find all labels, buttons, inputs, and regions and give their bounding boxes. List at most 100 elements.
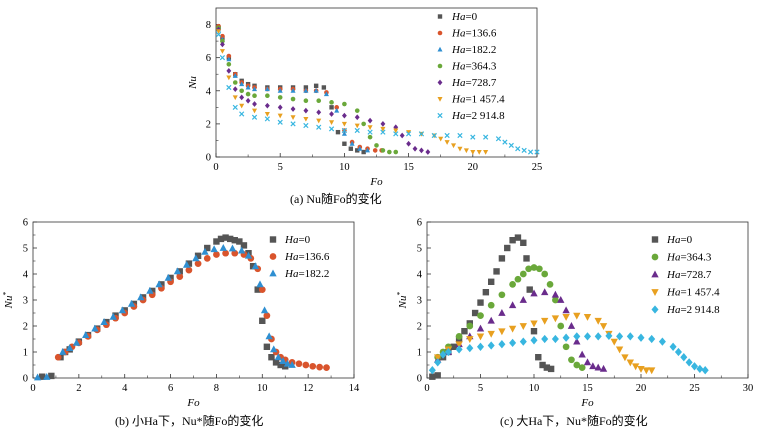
legend-label: Ha=1 457.4 [451, 94, 505, 106]
data-point [487, 341, 495, 350]
legend-label: Ha=728.7 [451, 77, 497, 89]
data-point [573, 337, 581, 345]
data-point [439, 350, 447, 359]
data-point [303, 88, 309, 93]
y-tick-label: 1 [23, 348, 28, 359]
data-point [335, 129, 341, 135]
data-point [568, 356, 575, 364]
x-tick-label: 5 [278, 162, 283, 173]
x-tick-label: 15 [582, 383, 593, 394]
series-Ha=728.7 [216, 26, 431, 155]
data-point [72, 338, 81, 346]
legend-marker [651, 305, 659, 314]
data-point [525, 265, 533, 273]
data-point [263, 312, 271, 319]
data-point [626, 359, 634, 367]
data-point [380, 121, 386, 127]
legend-label: Ha=364.3 [666, 252, 712, 264]
data-point [302, 361, 310, 369]
data-point [303, 107, 309, 114]
legend-marker [269, 236, 277, 243]
data-point [59, 348, 67, 355]
series-Ha=136.6 [216, 23, 384, 153]
data-point [438, 136, 444, 142]
series-Ha=2 914.8 [215, 31, 540, 155]
chart-c: 0 5 10 15 20 25 30 0 1 2 3 4 5 6 Fo Nu* Ha=0 Ha=364.3 Ha=7… [395, 218, 754, 410]
x-tick-label: 8 [214, 383, 219, 394]
data-point [349, 141, 355, 146]
data-point [690, 362, 699, 371]
data-point [226, 84, 232, 91]
data-point [367, 117, 373, 124]
data-point [541, 270, 549, 278]
data-point [158, 281, 165, 288]
data-point [264, 111, 270, 117]
data-point [463, 148, 469, 154]
data-point [194, 260, 202, 267]
data-point [290, 115, 296, 121]
data-point [354, 108, 360, 113]
data-point [341, 131, 347, 136]
x-tick-label: 0 [213, 162, 218, 173]
data-point [541, 334, 549, 344]
data-point [483, 134, 489, 140]
data-point [578, 350, 586, 358]
data-point [303, 85, 309, 90]
data-point [476, 333, 485, 341]
data-point [164, 273, 172, 281]
data-point [232, 95, 238, 101]
data-point [616, 332, 624, 341]
data-point [185, 266, 193, 274]
data-point [487, 316, 495, 324]
y-tick-label: 2 [417, 322, 422, 333]
data-point [252, 101, 257, 107]
data-point [562, 314, 570, 321]
legend-marker [651, 289, 659, 296]
data-point [316, 109, 322, 116]
data-point [316, 118, 322, 124]
data-point [109, 312, 117, 320]
data-point [251, 108, 258, 114]
data-point [406, 140, 412, 147]
data-point [418, 131, 425, 137]
data-point [498, 255, 506, 262]
data-point [583, 314, 592, 321]
data-point [674, 347, 682, 357]
data-point [535, 354, 542, 361]
data-point [547, 365, 555, 373]
data-point [387, 149, 392, 155]
legend-label: Ha=1 457.4 [666, 287, 720, 299]
data-point [239, 103, 245, 109]
x-tick-label: 6 [168, 383, 173, 394]
chart-b: 0 2 4 6 8 10 12 140123456FoNu*Ha=0Ha=136.6Ha=18… [1, 218, 361, 410]
data-point [498, 291, 506, 299]
data-point [648, 334, 656, 344]
data-point [509, 237, 516, 244]
data-point [534, 149, 540, 155]
data-point [279, 357, 287, 364]
x-axis-label: Fo [186, 397, 200, 409]
data-point [222, 234, 229, 241]
data-point [470, 134, 476, 140]
series-Ha=1 457.4 [216, 29, 489, 155]
data-point [259, 317, 266, 324]
data-point [498, 340, 506, 349]
legend-marker [437, 112, 443, 119]
data-point [100, 318, 108, 325]
data-point [240, 242, 248, 249]
data-point [313, 88, 319, 93]
data-point [521, 147, 527, 154]
data-point [316, 98, 322, 104]
data-point [272, 359, 280, 366]
data-point [245, 91, 251, 97]
series-Ha=728.7 [434, 288, 608, 372]
data-point [357, 145, 363, 151]
data-point [264, 116, 270, 122]
data-point [155, 280, 163, 288]
data-point [239, 81, 245, 87]
data-point [530, 289, 538, 297]
data-point [341, 121, 347, 127]
data-point [334, 107, 340, 113]
x-tick-label: 0 [30, 383, 35, 394]
data-point [393, 131, 399, 137]
